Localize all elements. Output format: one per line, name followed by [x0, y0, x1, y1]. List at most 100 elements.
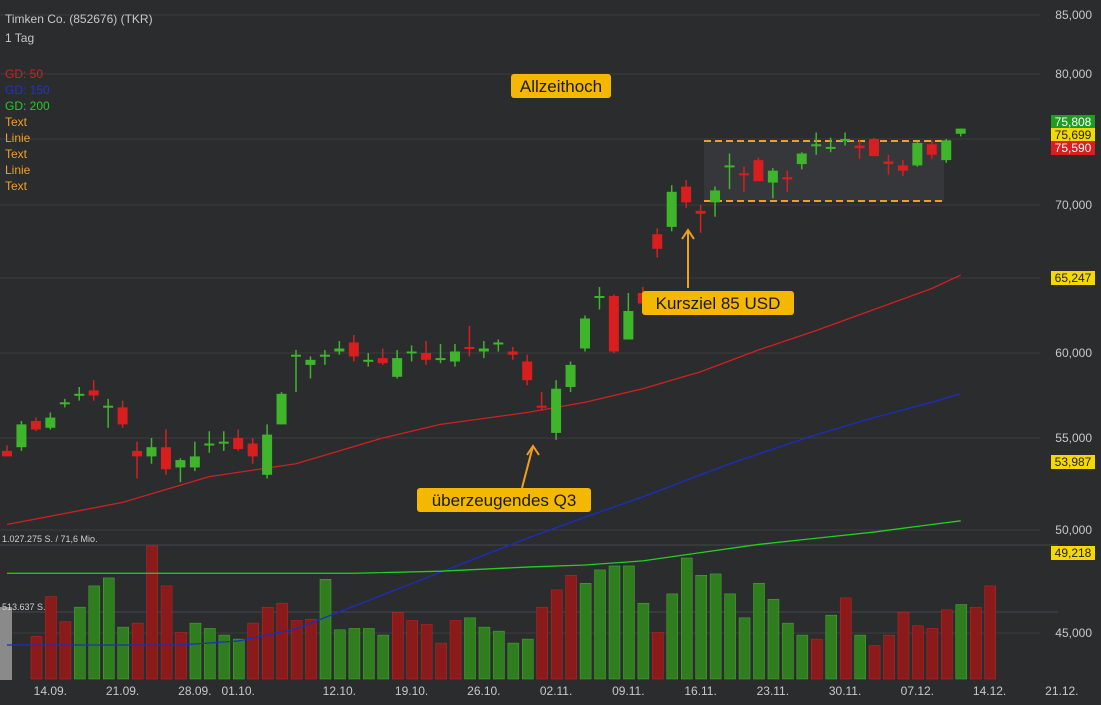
candle-body	[88, 390, 99, 396]
date-tick-label: 28.09.	[178, 684, 211, 698]
price-label-value: 49,218	[1055, 546, 1092, 560]
candle-body	[146, 447, 157, 457]
volume-bar	[550, 589, 563, 680]
volume-bar	[767, 598, 780, 680]
date-tick-label: 14.09.	[34, 684, 67, 698]
candle-body	[955, 128, 966, 134]
date-tick-label: 07.12.	[901, 684, 934, 698]
candle-body	[580, 318, 590, 349]
date-tick-label: 01.10.	[222, 684, 255, 698]
candle-body	[666, 191, 677, 227]
indicator-label: Text	[5, 115, 28, 129]
volume-bar	[204, 628, 216, 680]
candle-body	[262, 434, 273, 475]
volume-bar	[334, 629, 346, 680]
volume-bar	[160, 585, 173, 680]
candle-body	[160, 447, 171, 470]
volume-bar	[709, 573, 722, 680]
candle-body	[30, 421, 41, 430]
candle-body	[608, 296, 619, 352]
volume-bar	[493, 630, 505, 680]
candle-body	[738, 173, 749, 176]
volume-bar	[811, 638, 823, 680]
volume-bar	[363, 628, 375, 680]
candle-body	[74, 393, 85, 396]
indicator-label: Text	[5, 179, 28, 193]
indicator-label: Text	[5, 147, 28, 161]
candle-body	[2, 450, 12, 457]
volume-bar	[406, 620, 418, 680]
volume-bar	[681, 557, 693, 680]
ma50-line	[6, 274, 961, 526]
price-label-value: 75,699	[1055, 128, 1092, 142]
volume-bar	[955, 604, 968, 680]
volume-bar	[290, 620, 303, 680]
volume-bar	[189, 622, 202, 680]
candle-body	[59, 402, 70, 405]
volume-bar	[233, 638, 245, 680]
date-axis: 14.09. 21.09. 28.09. 01.10. 12.10. 19.10. 26.1…	[0, 680, 1101, 705]
candle-body	[175, 460, 186, 468]
annotations: Allzeithoch Kursziel 85 USD überzeugendes …	[417, 74, 794, 512]
date-tick-label: 16.11.	[684, 684, 716, 698]
ma200-line	[7, 520, 961, 574]
volume-bar	[507, 642, 520, 680]
volume-bar	[652, 632, 664, 680]
candle-body	[565, 364, 576, 387]
volume-bar	[565, 575, 577, 680]
candle-body	[854, 145, 865, 149]
volume-bar	[883, 634, 895, 680]
candle-body	[478, 348, 489, 352]
volume-bar	[377, 634, 390, 680]
candle-body	[652, 234, 663, 249]
volume-bar	[449, 620, 462, 680]
date-tick-label: 02.11.	[540, 684, 572, 698]
annotation-text: überzeugendes Q3	[432, 491, 577, 510]
volume-bar	[579, 582, 592, 680]
candle-body	[811, 144, 822, 147]
date-tick-label: 21.09.	[106, 684, 139, 698]
annotation-arrow	[521, 445, 534, 489]
volume-bar	[175, 632, 187, 680]
candle-body	[334, 348, 345, 352]
price-label-value: 65,247	[1055, 271, 1092, 285]
candle-body	[796, 153, 807, 165]
volume-bar	[319, 579, 332, 680]
indicator-label: Linie	[5, 163, 31, 177]
volume-bar	[623, 565, 635, 680]
date-tick-label: 14.12.	[973, 684, 1006, 698]
volume-bar	[839, 597, 852, 680]
candle-body	[782, 177, 793, 180]
volume-bar	[247, 622, 259, 680]
price-tick-label: 60,000	[1055, 346, 1092, 360]
volume-bar	[753, 582, 765, 680]
price-tick-label: 80,000	[1055, 67, 1092, 81]
candle-body	[869, 139, 879, 157]
volume-bar	[478, 626, 491, 680]
candle-body	[132, 450, 143, 457]
volume-bar	[435, 642, 447, 680]
candle-body	[753, 160, 764, 182]
indicator-label: Linie	[5, 131, 31, 145]
volume-bar	[941, 609, 953, 680]
volume-bar	[796, 634, 809, 680]
candle-body	[551, 388, 562, 433]
price-label-box	[1051, 128, 1095, 142]
candle-body	[45, 417, 56, 428]
date-tick-label: 19.10.	[395, 684, 428, 698]
candle-body	[926, 144, 937, 155]
candle-body	[218, 441, 229, 444]
candle-body	[16, 424, 27, 448]
candle-body	[825, 146, 836, 149]
price-tick-label: 70,000	[1055, 198, 1092, 212]
volume-bar	[724, 593, 736, 680]
volume-bar	[854, 634, 866, 680]
volume-bar	[261, 606, 274, 680]
candle-body	[883, 161, 894, 165]
volume-bar	[146, 545, 158, 680]
volume-bar	[305, 618, 317, 680]
candle-body	[594, 296, 605, 298]
volume-bar	[926, 628, 939, 680]
candle-body	[392, 358, 403, 377]
